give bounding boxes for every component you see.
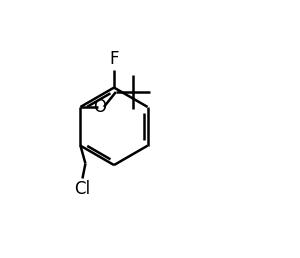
Text: F: F bbox=[109, 50, 119, 68]
Text: O: O bbox=[93, 98, 106, 116]
Text: Cl: Cl bbox=[74, 180, 91, 198]
